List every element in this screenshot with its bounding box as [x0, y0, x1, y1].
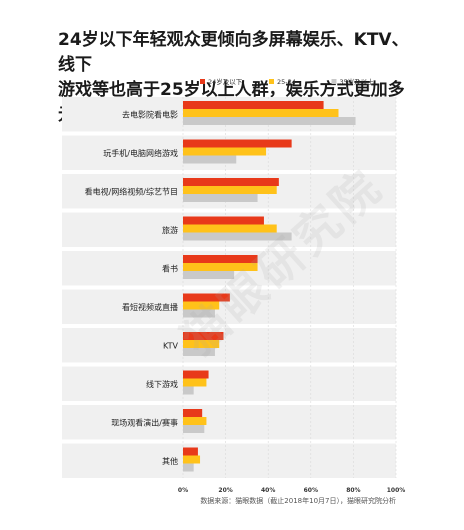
legend-swatch — [331, 79, 337, 84]
legend-label: 24岁及以下 — [208, 77, 243, 86]
category-label: 看短视频或直播 — [122, 302, 178, 312]
x-tick-label: 0% — [178, 487, 188, 494]
bar-age-24-under — [183, 216, 264, 225]
bar-age-24-under — [183, 178, 279, 186]
bar-age-24-under — [183, 293, 230, 302]
legend-label: 25-34 — [277, 78, 296, 86]
bar-age-25-34 — [183, 109, 339, 117]
bar-age-35-over — [183, 425, 205, 433]
category-label: 看电视/网络视频/综艺节目 — [85, 186, 178, 196]
bar-age-35-over — [183, 309, 215, 318]
row-background — [62, 405, 396, 440]
bar-age-25-34 — [183, 263, 258, 271]
legend-swatch — [269, 79, 274, 84]
bar-age-24-under — [183, 101, 324, 109]
bar-age-35-over — [183, 194, 258, 202]
bar-age-24-under — [183, 332, 224, 340]
bar-age-25-34 — [183, 186, 277, 194]
bar-age-35-over — [183, 463, 194, 472]
row-background — [62, 443, 396, 478]
row-background — [62, 366, 396, 401]
legend-label: 35岁及以上 — [340, 77, 375, 86]
bar-age-35-over — [183, 232, 292, 241]
bar-age-35-over — [183, 117, 356, 125]
category-label: 看书 — [162, 263, 178, 273]
source-note: 数据来源：猫眼数据（截止2018年10月7日），猫眼研究院分析 — [200, 497, 396, 505]
legend-swatch — [200, 79, 205, 84]
x-tick-label: 60% — [304, 487, 318, 494]
bar-age-24-under — [183, 447, 198, 456]
bar-age-24-under — [183, 255, 258, 263]
x-tick-label: 20% — [218, 487, 232, 494]
category-label: 现场观看演出/赛事 — [111, 417, 178, 427]
category-label: 其他 — [162, 456, 178, 466]
bar-age-25-34 — [183, 417, 207, 425]
bar-age-25-34 — [183, 455, 201, 464]
x-tick-label: 40% — [261, 487, 275, 494]
bar-age-35-over — [183, 271, 235, 279]
bar-age-35-over — [183, 348, 215, 356]
category-label: 旅游 — [162, 225, 178, 235]
category-label: 玩手机/电脑网络游戏 — [103, 148, 178, 158]
x-tick-label: 100% — [387, 487, 406, 494]
category-label: 线下游戏 — [146, 379, 178, 389]
bar-age-25-34 — [183, 147, 267, 156]
bar-age-25-34 — [183, 340, 220, 348]
bar-age-24-under — [183, 139, 292, 148]
bar-age-35-over — [183, 386, 194, 395]
bar-age-25-34 — [183, 301, 220, 310]
bar-age-25-34 — [183, 224, 277, 233]
category-label: KTV — [163, 341, 179, 350]
category-label: 去电影院看电影 — [122, 109, 178, 119]
bar-age-25-34 — [183, 378, 207, 387]
bar-age-24-under — [183, 370, 209, 379]
row-background — [62, 328, 396, 363]
bar-age-35-over — [183, 155, 237, 164]
x-tick-label: 80% — [346, 487, 360, 494]
bar-age-24-under — [183, 409, 203, 417]
chart-title-line-1: 24岁以下年轻观众更倾向多屏幕娱乐、KTV、线下 — [58, 30, 409, 75]
